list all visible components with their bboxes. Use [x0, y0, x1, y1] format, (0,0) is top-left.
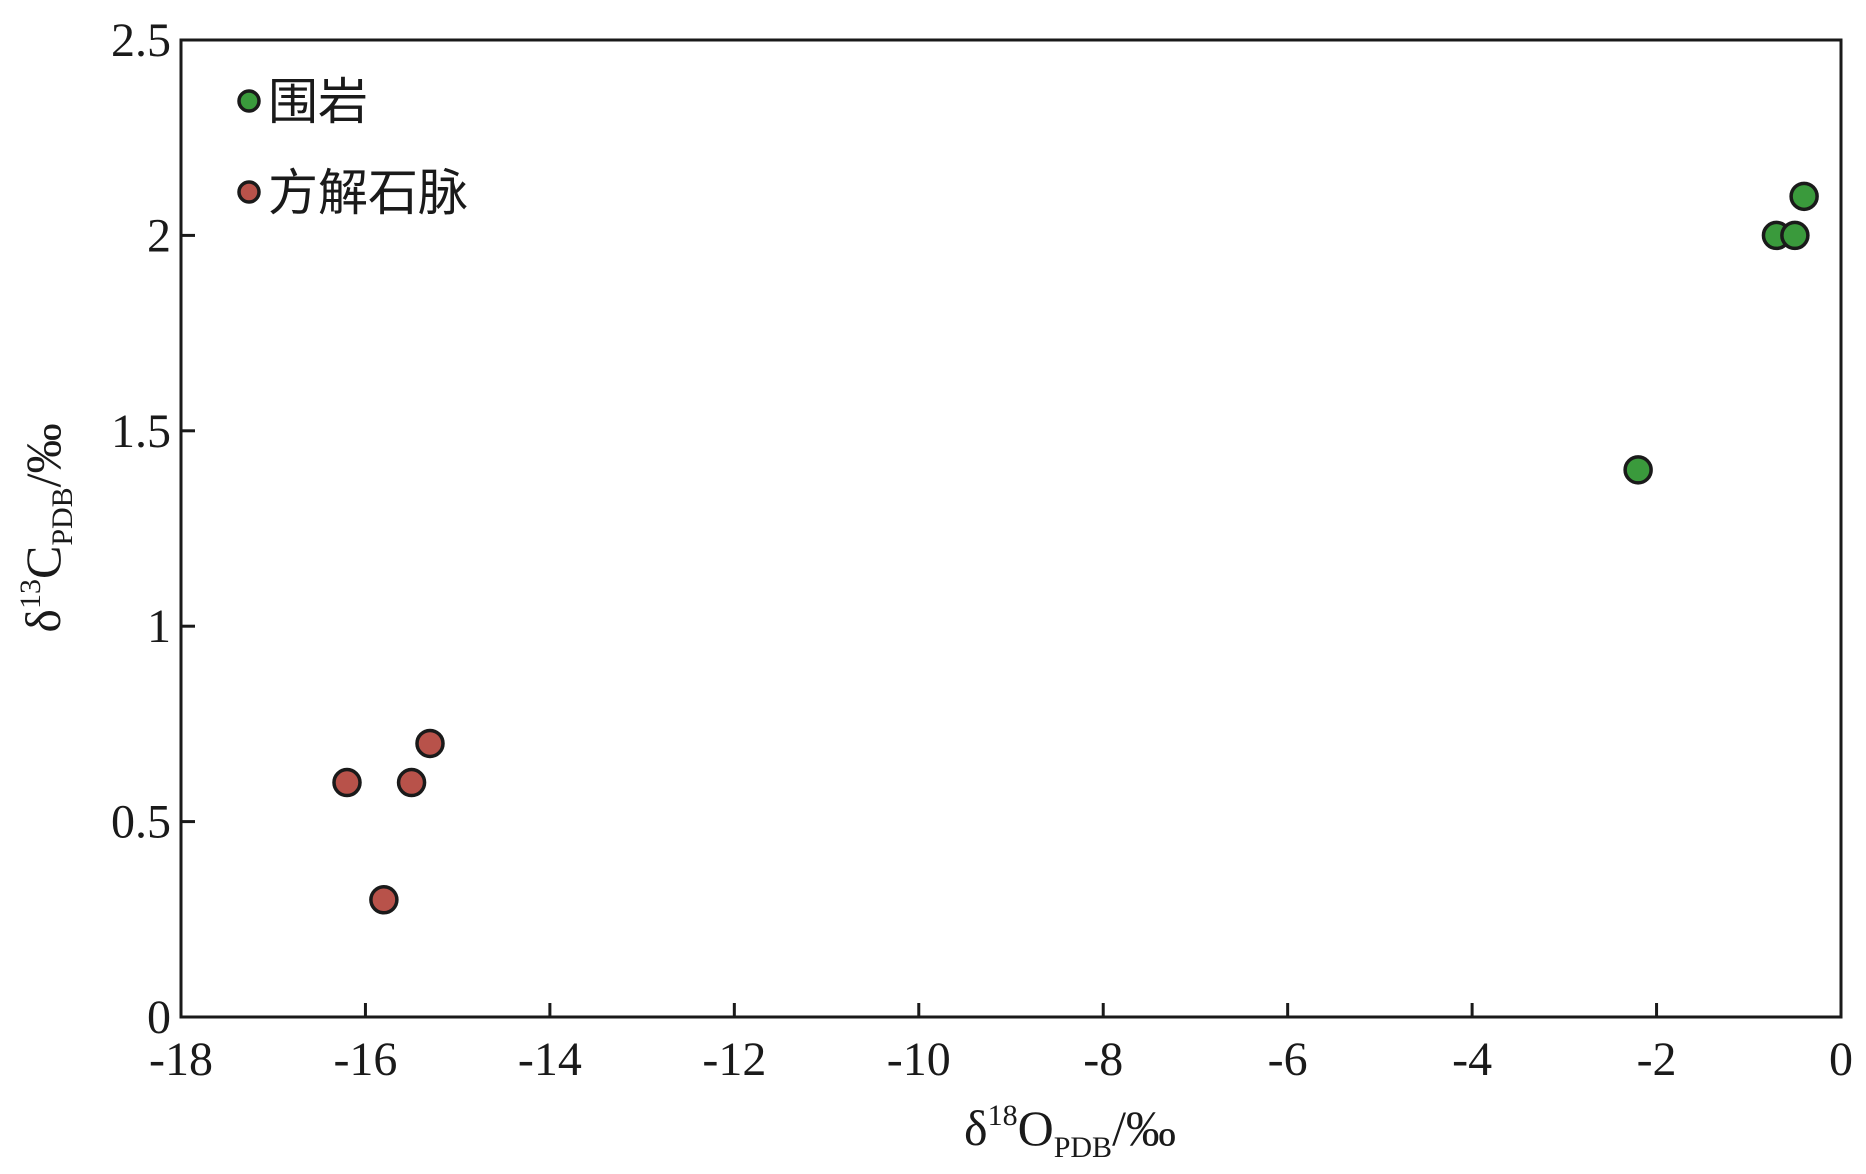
y-tick-label: 1.5: [111, 405, 171, 458]
legend-marker-0: [237, 89, 261, 113]
x-tick-label: -6: [1268, 1033, 1308, 1086]
x-tick-label: -12: [702, 1033, 766, 1086]
data-point-series-1: [369, 885, 399, 915]
data-point-series-1: [396, 767, 427, 798]
legend-label-1: 方解石脉: [268, 164, 468, 222]
plot-frame: [179, 38, 1843, 1019]
x-tick-label: -18: [149, 1033, 213, 1086]
x-tick-label: 0: [1829, 1033, 1853, 1086]
data-points: [332, 181, 1819, 915]
y-axis: 0 0.5 1 1.5 2 2.5: [111, 14, 195, 1044]
data-point-series-0: [1780, 220, 1810, 251]
y-tick-label: 1: [147, 600, 171, 653]
x-tick-label: -10: [887, 1033, 951, 1086]
x-tick-label: -16: [333, 1033, 397, 1086]
legend-marker-1: [237, 180, 261, 204]
x-tick-label: -2: [1637, 1033, 1677, 1086]
y-tick-label: 2: [147, 209, 171, 262]
x-axis: -18 -16 -14 -12 -10 -8 -6 -4 -2 0: [149, 1003, 1853, 1086]
y-tick-label: 0: [147, 991, 171, 1044]
legend-label-0: 围岩: [268, 73, 368, 131]
x-tick-label: -14: [518, 1033, 582, 1086]
x-tick-label: -4: [1452, 1033, 1492, 1086]
data-point-series-0: [1623, 455, 1653, 485]
data-point-series-1: [415, 728, 445, 759]
x-axis-title: δ18OPDB/‰: [964, 1099, 1176, 1164]
y-tick-label: 0.5: [111, 796, 171, 849]
y-axis-title: δ13CPDB/‰: [14, 423, 79, 632]
y-tick-label: 2.5: [111, 14, 171, 67]
data-point-series-0: [1789, 181, 1819, 212]
x-tick-label: -8: [1083, 1033, 1123, 1086]
data-point-series-1: [332, 767, 362, 798]
